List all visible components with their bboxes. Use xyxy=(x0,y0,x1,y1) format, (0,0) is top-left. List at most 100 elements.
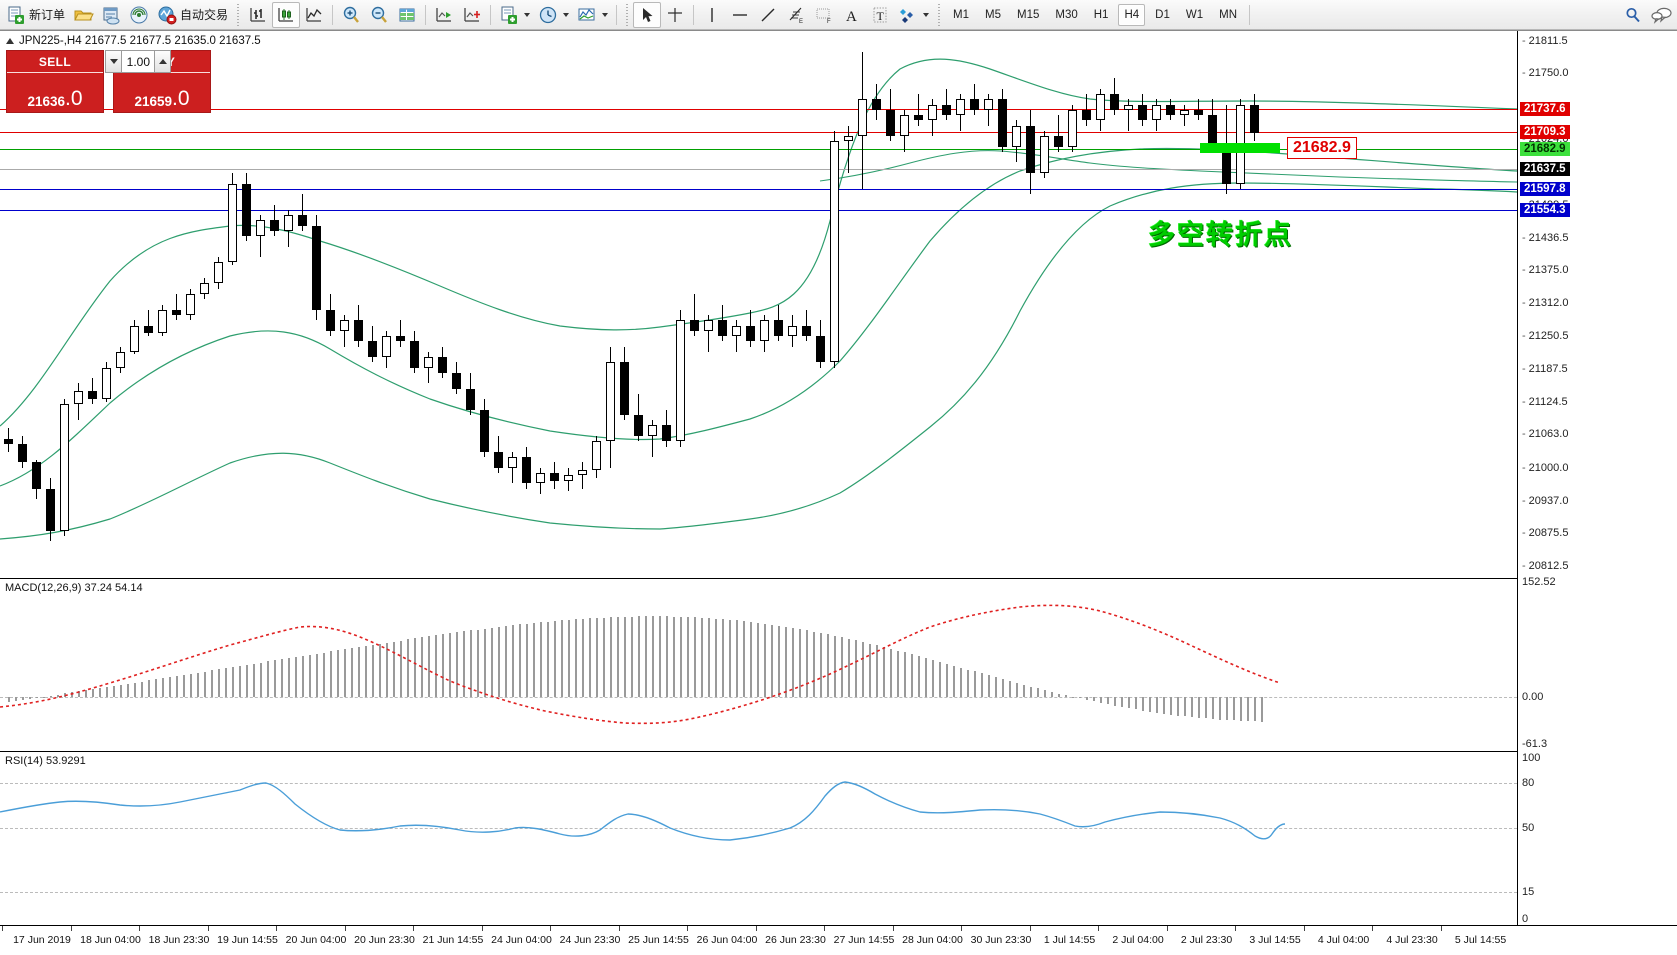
price-callout-label[interactable]: 21682.9 xyxy=(1287,137,1357,159)
candlestick-chart-button[interactable] xyxy=(272,1,301,28)
macd-bar xyxy=(190,673,192,697)
period-button[interactable] xyxy=(534,2,573,28)
macd-bar xyxy=(148,680,150,697)
price-axis-tick: -21375.0 xyxy=(1522,264,1569,277)
svg-text:F: F xyxy=(827,19,831,25)
macd-bar xyxy=(638,616,640,697)
price-tag-21554[interactable]: 21554.3 xyxy=(1520,203,1570,217)
one-click-trade-panel[interactable]: SELL 21636.0 BUY 21659.0 1.00 xyxy=(6,50,211,113)
highlight-rectangle[interactable] xyxy=(1200,143,1280,153)
folder-button[interactable] xyxy=(69,2,97,28)
macd-label[interactable]: MACD(12,26,9) 37.24 54.14 xyxy=(5,582,143,594)
candle-body xyxy=(816,336,825,363)
timeframe-m5[interactable]: M5 xyxy=(985,8,1001,21)
timeframe-m15[interactable]: M15 xyxy=(1017,8,1040,21)
trendline-button[interactable] xyxy=(754,2,782,28)
price-tag-21682[interactable]: 21682.9 xyxy=(1520,142,1570,156)
level-line-21737[interactable] xyxy=(0,109,1517,110)
period-dropdown-caret[interactable] xyxy=(563,12,570,17)
new-order-button[interactable]: 新订单 xyxy=(2,2,69,28)
time-axis-label: 4 Jul 23:30 xyxy=(1386,934,1438,946)
level-line-21597[interactable] xyxy=(0,189,1517,190)
chat-button[interactable] xyxy=(1647,2,1675,28)
macd-bar xyxy=(701,617,703,697)
indicators-dropdown-caret[interactable] xyxy=(602,12,609,17)
macd-bar xyxy=(785,626,787,697)
volume-value[interactable]: 1.00 xyxy=(122,50,154,73)
annotation-text[interactable]: 多空转折点 xyxy=(1148,220,1293,251)
auto-scroll-button[interactable] xyxy=(458,2,486,28)
auto-trading-button[interactable]: 自动交易 xyxy=(153,2,232,28)
price-tag-21737[interactable]: 21737.6 xyxy=(1520,102,1570,116)
shapes-button[interactable] xyxy=(894,2,933,28)
timeframe-d1[interactable]: D1 xyxy=(1155,8,1170,21)
volume-increase-button[interactable] xyxy=(154,50,171,73)
cursor-button[interactable] xyxy=(633,1,662,28)
shapes-dropdown-caret[interactable] xyxy=(923,12,930,17)
timeframe-mn[interactable]: MN xyxy=(1219,8,1237,21)
search-button[interactable] xyxy=(1619,2,1647,28)
level-line-21709[interactable] xyxy=(0,132,1517,133)
volume-decrease-button[interactable] xyxy=(105,50,122,73)
time-axis-label: 19 Jun 14:55 xyxy=(217,934,278,946)
timeframe-h1[interactable]: H1 xyxy=(1093,8,1109,21)
macd-bar xyxy=(1198,697,1200,718)
sell-price-decimal: .0 xyxy=(65,87,83,111)
svg-text:E: E xyxy=(799,19,803,25)
macd-axis-tick-zero: 0.00 xyxy=(1522,691,1544,703)
vertical-line-button[interactable] xyxy=(698,2,726,28)
collapse-triangle-icon[interactable] xyxy=(6,38,14,44)
pane-separator-2[interactable] xyxy=(0,751,1677,752)
price-pane[interactable]: 21682.9 多空转折点 JPN225-,H4 21677.5 21677.5… xyxy=(0,31,1517,578)
macd-bar xyxy=(246,664,248,697)
rsi-label[interactable]: RSI(14) 53.9291 xyxy=(5,755,86,767)
macd-bar xyxy=(960,667,962,697)
level-line-21682[interactable] xyxy=(0,149,1517,150)
candle-body xyxy=(704,320,713,331)
timeframe-w1[interactable]: W1 xyxy=(1185,8,1204,21)
bar-chart-button[interactable] xyxy=(244,2,272,28)
candle-wick xyxy=(848,125,849,173)
macd-pane[interactable]: MACD(12,26,9) 37.24 54.14 xyxy=(0,579,1517,751)
label-button[interactable]: T xyxy=(866,2,894,28)
templates-dropdown-caret[interactable] xyxy=(524,12,531,17)
text-button[interactable]: A xyxy=(838,2,866,28)
price-tag-21597[interactable]: 21597.8 xyxy=(1520,182,1570,196)
chart-frame[interactable]: 21682.9 多空转折点 JPN225-,H4 21677.5 21677.5… xyxy=(0,30,1677,955)
price-axis[interactable]: -21811.5-21750.0-21624.0-21499.5-21436.5… xyxy=(1517,31,1677,926)
horizontal-line-button[interactable] xyxy=(726,2,754,28)
rsi-pane[interactable]: RSI(14) 53.9291 xyxy=(0,752,1517,926)
templates-button[interactable] xyxy=(495,2,534,28)
macd-bar xyxy=(365,645,367,697)
timeframe-m30[interactable]: M30 xyxy=(1055,8,1078,21)
candle-body xyxy=(1194,109,1203,116)
macd-bar xyxy=(897,650,899,697)
crosshair-button[interactable] xyxy=(661,2,689,28)
grid-button[interactable] xyxy=(393,2,421,28)
macd-bar xyxy=(1037,688,1039,697)
sell-button[interactable]: SELL 21636.0 xyxy=(6,50,104,113)
price-axis-tick: -21750.0 xyxy=(1522,67,1569,80)
timeframe-m1[interactable]: M1 xyxy=(953,8,970,21)
pane-separator-1[interactable] xyxy=(0,578,1677,579)
equidistant-channel-button[interactable]: F xyxy=(810,2,838,28)
candle-body xyxy=(774,320,783,337)
level-line-21554[interactable] xyxy=(0,210,1517,211)
line-chart-button[interactable] xyxy=(300,2,328,28)
zoom-in-button[interactable] xyxy=(337,2,365,28)
candle-body xyxy=(578,470,587,476)
timeframe-h4[interactable]: H4 xyxy=(1118,3,1146,26)
time-axis[interactable]: 17 Jun 2019 18 Jun 04:00 18 Jun 23:30 19 Ju… xyxy=(0,925,1677,955)
price-tag-21709[interactable]: 21709.3 xyxy=(1520,125,1570,139)
time-axis-label: 20 Jun 04:00 xyxy=(285,934,347,946)
macd-bar xyxy=(463,631,465,697)
zoom-out-button[interactable] xyxy=(365,2,393,28)
fibonacci-button[interactable]: E xyxy=(782,2,810,28)
broadcast-button[interactable] xyxy=(125,2,153,28)
volume-stepper[interactable]: 1.00 xyxy=(105,50,171,73)
indicators-icon xyxy=(577,5,597,25)
data-window-button[interactable] xyxy=(97,2,125,28)
macd-bar xyxy=(1016,682,1018,697)
indicators-button[interactable] xyxy=(573,2,612,28)
chart-shift-button[interactable] xyxy=(430,2,458,28)
